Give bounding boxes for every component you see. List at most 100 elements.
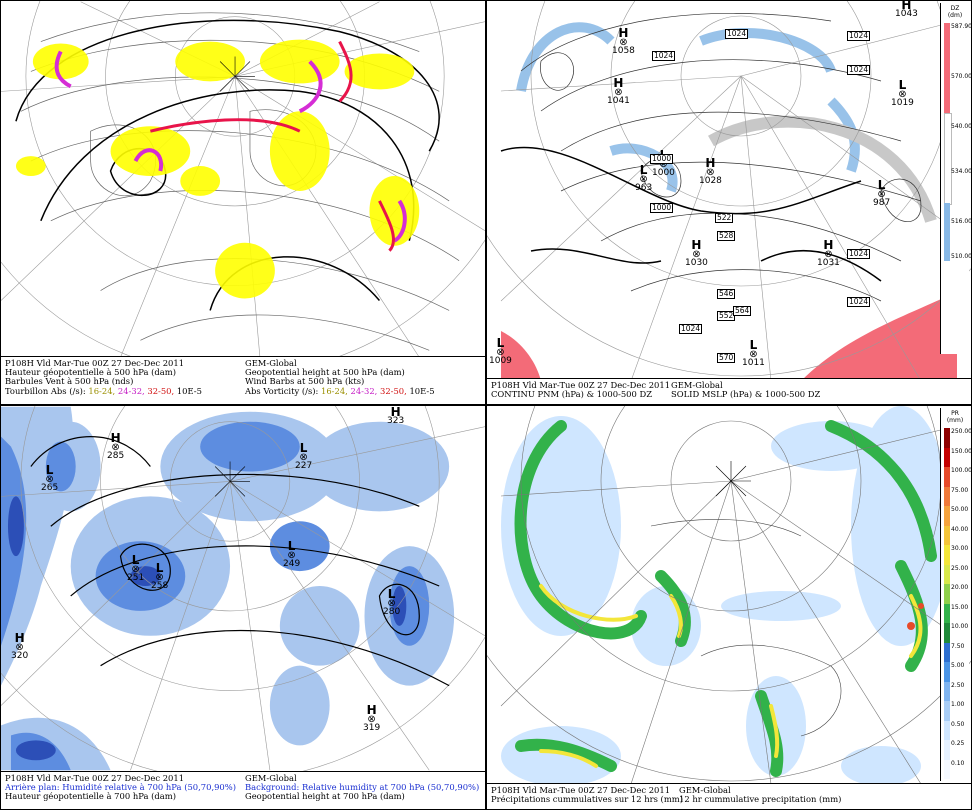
cbar-dz-label: 534.00 xyxy=(951,168,972,175)
center-value: 1009 xyxy=(489,356,512,366)
map-700hpa-humidity xyxy=(1,406,485,771)
center-value: 987 xyxy=(873,198,891,208)
pressure-center-high: H ⊗ 1030 xyxy=(685,239,708,268)
center-value: 265 xyxy=(41,483,59,493)
center-value: 1043 xyxy=(895,9,918,19)
colorbar-thickness: DZ (dm) 587.90 570.00 540.00 534.00 516.… xyxy=(940,3,972,354)
center-letter: H xyxy=(366,703,377,717)
center-value: 963 xyxy=(635,183,653,193)
p3-left-line3: Hauteur géopotentielle à 700 hPa (dam) xyxy=(5,791,176,802)
cbar-pr-swatch xyxy=(944,506,950,526)
center-letter: H xyxy=(618,26,629,40)
pressure-center-high: H ⊗ 1058 xyxy=(612,26,635,56)
pressure-center-low: L ⊗ 1019 xyxy=(891,79,914,108)
cbar-pr-swatch xyxy=(944,759,950,779)
map-mslp-thickness xyxy=(487,1,971,381)
cbar-pr-label: 5.00 xyxy=(951,662,965,669)
center-letter: H xyxy=(390,405,401,419)
cbar-pr-swatch xyxy=(944,584,950,604)
p1-right-line3: Wind Barbs at 500 hPa (kts) xyxy=(245,376,365,387)
center-value: 1000 xyxy=(652,168,675,178)
center-letter: H xyxy=(14,631,25,645)
height-center-low: L ⊗ 280 xyxy=(383,587,401,617)
p3-left-line1: P108H Vld Mar-Tue 00Z 27 Dec-Dec 2011 xyxy=(5,773,185,783)
height-center-low: L ⊗ 227 xyxy=(295,442,312,471)
center-marker-icon: ⊗ xyxy=(706,167,715,178)
center-letter: L xyxy=(749,338,758,352)
height-center-high: H ⊗ 319 xyxy=(363,703,381,733)
p3-right-line1: GEM-Global xyxy=(245,773,297,783)
contour-label: 552 xyxy=(717,311,736,321)
panel-700hpa-humidity: H ⊗ 285 L ⊗ 265 L ⊗ 227 L ⊗ 251 L ⊗ 258 L ⊗ 249 L ⊗ 28… xyxy=(0,405,486,810)
cbar-dz-label: 540.00 xyxy=(951,123,972,130)
cbar-dz-strip-warm xyxy=(944,23,950,113)
center-letter: L xyxy=(287,539,296,553)
cbar-pr-label: 150.00 xyxy=(951,447,972,455)
p1-range-b-left: 24-32, xyxy=(117,385,145,396)
cbar-pr-label: 0.50 xyxy=(951,720,965,728)
center-marker-icon: ⊗ xyxy=(367,714,376,725)
contour-label: 1024 xyxy=(652,51,676,61)
center-value: 319 xyxy=(363,723,381,733)
p4-right-line1: GEM-Global xyxy=(679,785,731,795)
p2-right-line2: SOLID MSLP (hPa) & 1000-500 DZ xyxy=(671,389,821,400)
p2-left-line2: CONTINU PNM (hPa) & 1000-500 DZ xyxy=(491,389,653,400)
cbar-pr-swatch xyxy=(944,545,950,565)
center-marker-icon: ⊗ xyxy=(659,159,668,170)
p1-vort-right-label: Abs Vorticity (/s): xyxy=(245,385,319,396)
p1-right-line1: GEM-Global xyxy=(245,358,297,368)
height-center-low: L ⊗ 251 xyxy=(127,553,144,583)
p1-vort-left-label: Tourbillon Abs (/s): xyxy=(5,385,86,396)
p1-left-line2: Hauteur géopotentielle à 500 hPa (dam) xyxy=(5,367,176,378)
cbar-pr-label: 15.00 xyxy=(951,603,969,611)
center-marker-icon: ⊗ xyxy=(45,474,54,485)
contour-label: 522 xyxy=(715,213,734,223)
center-letter: L xyxy=(387,587,396,601)
map-precipitation xyxy=(487,406,971,784)
cbar-pr-label: 100.00 xyxy=(951,467,972,474)
p4-left-line1: P108H Vld Mar-Tue 00Z 27 Dec-Dec 2011 xyxy=(491,785,671,795)
center-value: 1058 xyxy=(612,46,635,56)
center-marker-icon: ⊗ xyxy=(824,249,833,260)
cbar-pr-swatch xyxy=(944,428,950,448)
pressure-center-high: H ⊗ 1028 xyxy=(699,157,722,186)
center-marker-icon: ⊗ xyxy=(111,442,120,453)
center-value: 320 xyxy=(11,651,29,661)
cbar-pr-label: 7.50 xyxy=(951,642,965,650)
p3-right-line3: Geopotential height at 700 hPa (dam) xyxy=(245,791,405,802)
contour-label: 1024 xyxy=(847,31,871,41)
cbar-pr-label: 75.00 xyxy=(951,486,969,494)
cbar-pr-label: 50.00 xyxy=(951,506,969,513)
center-value: 249 xyxy=(283,559,301,569)
pressure-center-low: L ⊗ 1009 xyxy=(489,337,512,366)
center-value: 258 xyxy=(151,581,169,591)
p3-right-line2: Background: Relative humidity at 700 hPa… xyxy=(245,782,480,793)
cbar-pr-label: 0.10 xyxy=(951,759,965,767)
center-letter: L xyxy=(45,463,54,477)
cbar-pr-swatch xyxy=(944,603,950,623)
cbar-pr-swatch xyxy=(944,623,950,643)
center-marker-icon: ⊗ xyxy=(387,598,396,609)
center-letter: L xyxy=(131,553,140,567)
panel-500hpa-vorticity: P108H Vld Mar-Tue 00Z 27 Dec-Dec 2011 GEM… xyxy=(0,0,486,405)
center-letter: L xyxy=(639,163,648,177)
cbar-dz-unit: (dm) xyxy=(947,12,963,19)
contour-label: 528 xyxy=(717,231,736,241)
cbar-pr-swatch xyxy=(944,486,950,506)
center-value: 323 xyxy=(387,416,405,426)
center-marker-icon: ⊗ xyxy=(877,189,886,200)
contour-label: 1000 xyxy=(650,203,674,213)
center-value: 1041 xyxy=(607,96,630,106)
cbar-pr-swatch xyxy=(944,681,950,701)
center-letter: L xyxy=(877,178,886,192)
cbar-pr-swatch xyxy=(944,467,950,487)
p1-range-a-left: 16-24, xyxy=(88,385,116,396)
p1-right-line2: Geopotential height at 500 hPa (dam) xyxy=(245,367,405,378)
center-value: 280 xyxy=(383,607,401,617)
center-value: 1011 xyxy=(742,358,765,368)
cbar-dz-label: 570.00 xyxy=(951,73,972,80)
panel-mslp-thickness: DZ (dm) 587.90 570.00 540.00 534.00 516.… xyxy=(486,0,972,405)
cbar-pr-swatch xyxy=(944,642,950,662)
cbar-dz-strip-cold xyxy=(944,203,950,261)
